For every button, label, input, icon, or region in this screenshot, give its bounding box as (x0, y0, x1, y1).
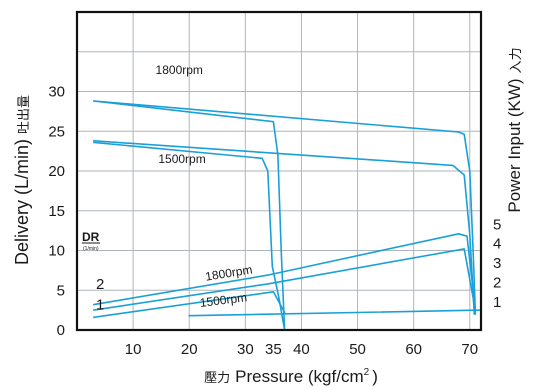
y2-axis-title-group: Power Input (KW) 入力 (505, 47, 524, 212)
series-annotation: 1800rpm (156, 63, 203, 77)
y2-tick-label: 5 (493, 216, 501, 233)
y-tick-label: 10 (48, 243, 65, 260)
series-line-power (93, 291, 286, 319)
y-tick-label: 0 (57, 322, 65, 339)
y-tick-label: 15 (48, 203, 65, 220)
y2-tick-label: 2 (493, 275, 501, 292)
y2-tick-label: 4 (493, 236, 501, 253)
y-tick-label: 25 (48, 123, 65, 140)
x-axis-title-close: ) (372, 367, 378, 386)
series-line-power (93, 248, 477, 311)
series-annotation: 1500rpm (199, 290, 248, 310)
y-axis-title-cjk: 吐出量 (16, 95, 31, 134)
grid (77, 12, 481, 330)
svg-text:Delivery (L/min)吐出量: Delivery (L/min) 吐出量 (12, 95, 32, 265)
x-axis-title-cjk: 壓力 (204, 370, 230, 385)
y-tick-label: 5 (57, 282, 65, 299)
plot-frame (75, 10, 483, 332)
y-axis-title-group: Delivery (L/min) 吐出量 (12, 95, 32, 265)
series-line-delivery (93, 100, 477, 315)
x-axis-title-sup: 2 (364, 367, 370, 378)
y2-tick-labels: 1 2 3 4 5 (493, 216, 501, 311)
dr-scale: DR (1/min) 1 2 (82, 230, 104, 314)
y2-tick-label: 1 (493, 294, 501, 311)
series-line-delivery-low (93, 100, 286, 331)
x-tick-label: 20 (181, 341, 198, 358)
x-tick-label: 30 (237, 341, 254, 358)
series-annotations: 1800rpm 1500rpm 1800rpm 1500rpm (156, 63, 254, 310)
dr-label: DR (82, 230, 100, 244)
y-tick-label: 30 (48, 84, 65, 101)
x-tick-label: 35 (265, 341, 282, 358)
svg-text:Power Input (KW)入力: Power Input (KW) 入力 (505, 47, 524, 212)
dr-tick-label: 2 (96, 276, 104, 293)
x-tick-label: 60 (405, 341, 422, 358)
x-axis-title-text: Pressure (kgf/cm (235, 367, 363, 386)
x-tick-labels: 10 20 30 35 40 50 60 70 (125, 341, 478, 358)
series-annotation: 1800rpm (204, 262, 253, 283)
series-line-power (188, 309, 482, 317)
y2-tick-label: 3 (493, 255, 501, 272)
curves (93, 100, 482, 331)
y-tick-labels: 0 5 10 15 20 25 30 (48, 84, 65, 340)
x-tick-label: 10 (125, 341, 142, 358)
x-tick-label: 70 (461, 341, 478, 358)
series-annotation: 1500rpm (158, 152, 205, 166)
series-line-power (93, 233, 477, 311)
x-tick-label: 50 (349, 341, 366, 358)
x-axis-title: 壓力 Pressure (kgf/cm2) (204, 367, 378, 386)
dr-tick-label: 1 (96, 297, 104, 314)
y2-axis-title: Power Input (KW) (505, 78, 524, 212)
dr-unit: (1/min) (83, 246, 99, 252)
x-tick-label: 40 (293, 341, 310, 358)
y-axis-title: Delivery (L/min) (12, 139, 32, 265)
y2-axis-title-cjk: 入力 (508, 47, 523, 73)
series-line-delivery (93, 140, 476, 315)
y-tick-label: 20 (48, 163, 65, 180)
